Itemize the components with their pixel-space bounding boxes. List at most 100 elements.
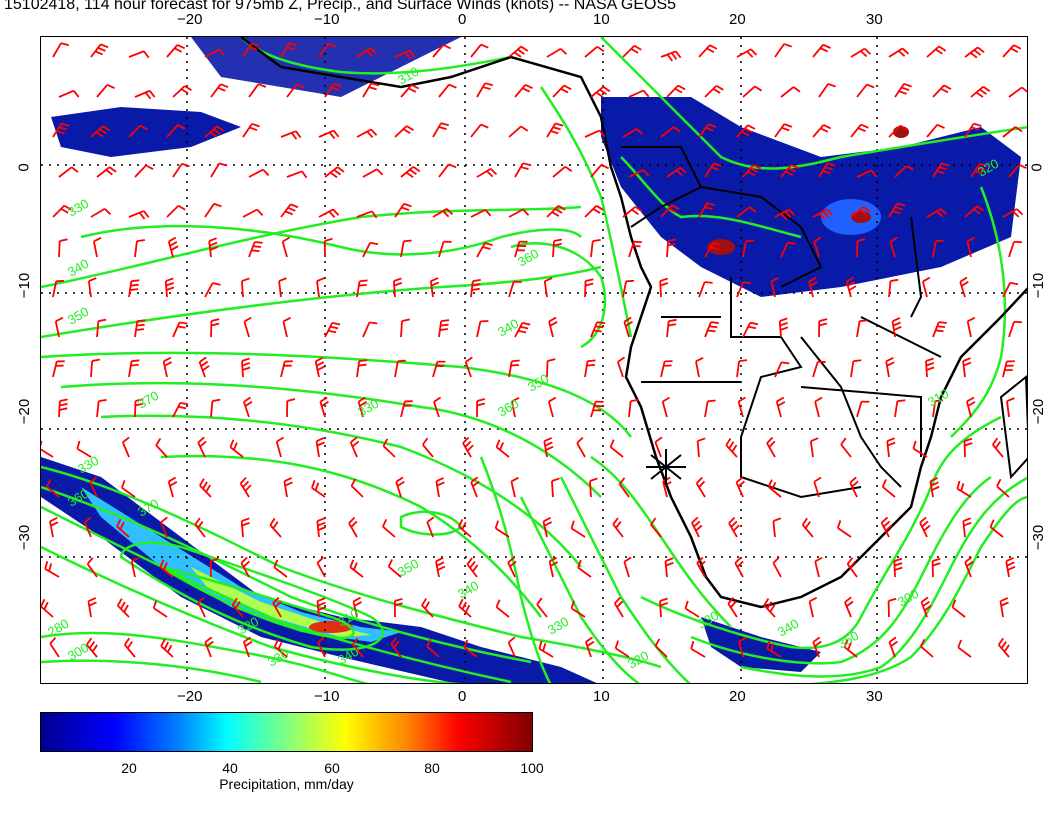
wind-barb [738,636,747,658]
wind-barb [1002,360,1015,378]
wind-barb [128,50,150,59]
wind-barb [659,277,669,298]
wind-barb [243,396,253,418]
wind-barb [623,316,633,338]
wind-barb [318,43,336,58]
wind-barb [463,639,478,658]
wind-barb [121,479,136,498]
wind-barb [618,477,630,498]
wind-barb [742,85,763,98]
lake-outline [910,216,923,318]
lon-tick-bottom: −10 [314,688,340,705]
wind-barb [87,277,97,298]
wind-barb [742,164,762,178]
precip-areas [41,37,1021,683]
wind-barb [812,360,826,378]
wind-barb [808,276,818,298]
wind-barb [394,49,416,60]
precip-colorbar [40,712,533,752]
wind-barb [888,124,908,138]
wind-barb [1002,126,1023,138]
wind-barb [349,559,364,578]
wind-barb [41,440,54,458]
wind-barb [609,439,624,458]
wind-barb [362,82,380,98]
wind-barb [393,597,403,618]
wind-barb [774,43,793,58]
lat-tick-left: −20 [16,398,34,425]
wind-barb [728,516,740,538]
wind-barb [350,478,364,498]
wind-barb [272,596,282,618]
wind-barb [242,42,260,58]
wind-barb [734,556,744,578]
wind-barb [812,124,832,138]
wind-barb [666,84,686,98]
wind-barb [58,166,79,178]
wind-barb [273,559,288,578]
wind-barb [966,396,976,418]
wind-barb [52,360,65,378]
wind-barb [134,89,156,100]
wind-barb [813,236,822,258]
madagascar [999,374,1027,480]
wind-barb [240,517,250,538]
contour-label: 340 [455,578,481,602]
wind-barb [850,47,872,58]
wind-barb [1008,86,1027,98]
wind-barb [690,640,706,658]
wind-barb [1008,320,1022,338]
contour-line [690,475,992,665]
wind-barb [318,129,340,140]
wind-barb [742,321,759,338]
wind-barb [856,169,878,178]
wind-barb [198,356,210,378]
contour-label: 340 [775,616,801,640]
wind-barb [470,279,481,298]
lon-tick-bottom: 0 [458,688,467,705]
wind-barb [552,238,563,258]
wind-barb [889,236,898,258]
wind-barb [52,204,72,218]
lon-tick-top: −10 [314,11,340,28]
lat-tick-right: −10 [1030,272,1048,299]
wind-barb [542,516,552,538]
wind-barb [243,316,252,338]
contour-line [41,659,262,683]
wind-barb [86,557,98,578]
wind-barb [134,164,154,178]
wind-barb [494,520,510,538]
wind-barb [162,356,173,378]
wind-barb [576,436,586,458]
wind-barb [508,280,522,298]
wind-barb [962,517,972,538]
wind-barb [695,476,706,498]
wind-barb [167,236,179,258]
wind-barb [660,204,680,218]
wind-barb [628,169,650,178]
wind-barb [922,276,931,298]
wind-barb [880,516,893,538]
contour-line [41,465,662,669]
wind-barb [172,321,188,338]
lat-tick-right: −20 [1030,398,1048,425]
lon-tick-top: 0 [458,11,467,28]
lon-tick-bottom: 10 [593,688,610,705]
wind-barb [324,82,342,98]
contour-label: 310 [925,386,951,410]
wind-barb [508,359,520,378]
wind-barb [514,240,528,258]
wind-barb [612,517,624,538]
wind-barb [856,238,866,258]
wind-barb [316,597,327,618]
wind-barb [590,238,601,258]
wind-barb [696,556,706,578]
wind-barb [543,277,553,298]
wind-barb [962,357,972,378]
wind-barb [1008,240,1022,258]
wind-barb [546,358,556,378]
wind-barb [887,597,897,618]
wind-barb [248,83,267,98]
wind-barb [394,125,414,138]
lat-tick-left: −10 [16,272,34,299]
